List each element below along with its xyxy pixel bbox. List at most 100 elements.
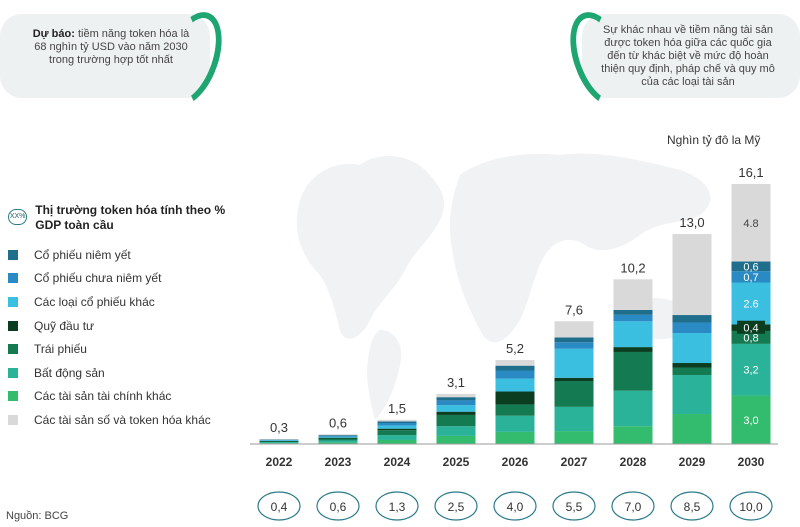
bar-segment-listed_equity-2023 [318, 435, 358, 436]
bar-segment-investment_funds-2022 [259, 440, 299, 442]
legend-label-listed_equity: Cổ phiếu niêm yết [34, 247, 131, 262]
legend-label-real_estate: Bất động sản [34, 365, 105, 380]
gdp-percent-label-2029: 8,5 [684, 500, 701, 514]
total-label-2027: 7,6 [565, 302, 583, 317]
bar-segment-other_financial-2026 [495, 431, 535, 444]
forecast-text: tiềm năng token hóa là 68 nghìn tỷ USD v… [34, 28, 190, 66]
source-note: Nguồn: BCG [6, 510, 69, 522]
total-label-2028: 10,2 [620, 260, 645, 275]
legend-item-listed_equity: Cổ phiếu niêm yết [8, 243, 248, 267]
segment-label-investment_funds: 0,4 [743, 323, 758, 335]
gdp-percent-circle-2024 [375, 491, 419, 521]
bar-segment-bonds-2029 [672, 367, 712, 376]
gdp-percent-circle-2028 [611, 491, 655, 521]
bar-segment-investment_funds-2029 [672, 363, 712, 368]
forecast-callout: Dự báo: tiềm năng token hóa là 68 nghìn … [0, 4, 234, 114]
bar-segment-real_estate-2026 [495, 415, 535, 432]
bar-segment-listed_equity-2030 [731, 261, 771, 272]
bar-segment-other_equity-2025 [436, 405, 476, 412]
bar-segment-digital_other-2024 [377, 419, 417, 422]
segment-label-listed_equity: 0,6 [743, 261, 758, 273]
bar-segment-investment_funds-2026 [495, 391, 535, 405]
unit-label: Nghìn tỷ đô la Mỹ [667, 133, 761, 147]
bar-segment-investment_funds-2027 [554, 377, 594, 382]
bar-segment-bonds-2026 [495, 404, 535, 416]
bar-segment-digital_other-2030 [731, 184, 771, 262]
segment-label-private_equity: 0,7 [743, 272, 758, 284]
legend-label-other_financial: Các tài sản tài chính khác [34, 389, 172, 404]
bar-segment-other_financial-2023 [318, 442, 358, 444]
bar-segment-real_estate-2024 [377, 435, 417, 440]
gdp-percent-circle-2030 [729, 491, 773, 521]
legend-label-investment_funds: Quỹ đầu tư [34, 318, 95, 333]
gdp-percent-label-2025: 2,5 [448, 500, 465, 514]
bar-segment-digital_other-2023 [318, 434, 358, 436]
legend-label-bonds: Trái phiếu [34, 342, 87, 357]
bar-segment-bonds-2027 [554, 381, 594, 407]
bar-segment-digital_other-2027 [554, 321, 594, 338]
gdp-percent-circle-2027 [552, 491, 596, 521]
gdp-percent-circle-2029 [670, 491, 714, 521]
bar-segment-other_financial-2027 [554, 431, 594, 444]
bar-segment-other_financial-2030 [731, 395, 771, 444]
gdp-percent-label-2023: 0,6 [330, 500, 347, 514]
gdp-percent-label-2027: 5,5 [566, 500, 583, 514]
year-label-2030: 2030 [738, 455, 765, 469]
country-difference-text: Sự khác nhau về tiềm năng tài sản được t… [601, 24, 775, 88]
legend-label-digital_other: Các tài sản số và token hóa khác [34, 412, 211, 427]
bar-segment-listed_equity-2029 [672, 315, 712, 323]
gdp-percent-label-2028: 7,0 [625, 500, 642, 514]
bar-segment-private_equity-2023 [318, 435, 358, 437]
segment-label-bonds: 0,8 [743, 332, 758, 344]
year-label-2023: 2023 [325, 455, 352, 469]
bar-segment-digital_other-2022 [259, 439, 299, 440]
bar-segment-real_estate-2027 [554, 406, 594, 432]
legend-swatch-other_equity [8, 296, 18, 307]
bar-segment-listed_equity-2026 [495, 365, 535, 371]
legend-item-other_equity: Các loại cổ phiếu khác [8, 290, 248, 314]
bar-segment-bonds-2023 [318, 438, 358, 441]
bar-segment-listed_equity-2028 [613, 309, 653, 315]
legend: XX% Thị trường token hóa tính theo % GDP… [8, 203, 248, 432]
gdp-percent-label-2024: 1,3 [389, 500, 406, 514]
bar-segment-private_equity-2028 [613, 314, 653, 322]
legend-item-other_financial: Các tài sản tài chính khác [8, 385, 248, 409]
total-label-2024: 1,5 [388, 401, 406, 416]
year-label-2026: 2026 [502, 455, 529, 469]
bar-segment-listed_equity-2022 [259, 439, 299, 440]
legend-swatch-investment_funds [8, 320, 18, 331]
bar-segment-bonds-2030 [731, 330, 771, 344]
legend-swatch-private_equity [8, 273, 18, 284]
bar-segment-other_equity-2027 [554, 348, 594, 378]
bar-segment-real_estate-2030 [731, 343, 771, 396]
gdp-percent-circle-2026 [493, 491, 537, 521]
bar-segment-digital_other-2025 [436, 393, 476, 398]
total-label-2030: 16,1 [738, 165, 763, 180]
gdp-percent-label-2030: 10,0 [739, 500, 763, 514]
year-label-2027: 2027 [561, 455, 588, 469]
bar-segment-other_equity-2024 [377, 425, 417, 429]
bar-segment-other_financial-2029 [672, 414, 712, 444]
bar-segment-other_financial-2028 [613, 426, 653, 444]
bar-segment-listed_equity-2025 [436, 397, 476, 401]
legend-item-investment_funds: Quỹ đầu tư [8, 314, 248, 338]
bar-segment-digital_other-2028 [613, 279, 653, 310]
legend-title: Thị trường token hóa tính theo % GDP toà… [35, 203, 226, 232]
bar-segment-digital_other-2029 [672, 234, 712, 316]
legend-swatch-real_estate [8, 367, 18, 378]
gdp-percent-label-2026: 4,0 [507, 500, 524, 514]
gdp-percent-circle-2023 [316, 491, 360, 521]
bar-segment-private_equity-2027 [554, 342, 594, 349]
legend-swatch-bonds [8, 344, 18, 355]
bar-segment-bonds-2028 [613, 351, 653, 391]
bar-segment-real_estate-2028 [613, 390, 653, 427]
legend-item-bonds: Trái phiếu [8, 337, 248, 361]
bar-segment-bonds-2024 [377, 430, 417, 436]
bar-segment-other_equity-2026 [495, 378, 535, 392]
bar-segment-real_estate-2022 [259, 442, 299, 444]
gdp-percent-circle-2022 [257, 491, 301, 521]
bar-segment-digital_other-2026 [495, 360, 535, 366]
forecast-label: Dự báo: [32, 28, 75, 40]
bar-segment-other_equity-2028 [613, 321, 653, 348]
